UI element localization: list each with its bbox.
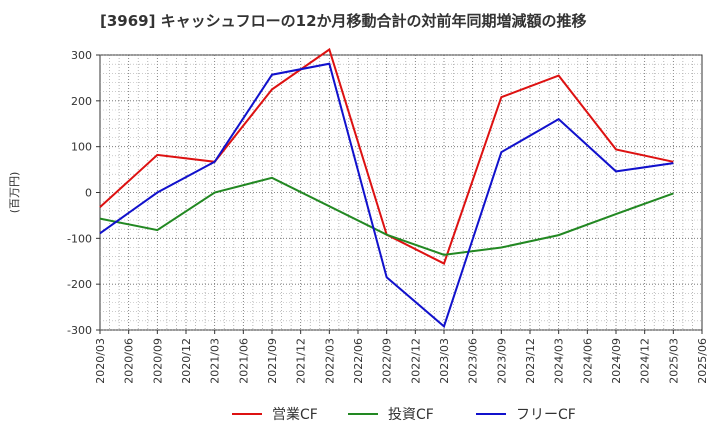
y-tick-label: 0 (85, 187, 92, 200)
x-tick-label: 2022/12 (409, 338, 422, 384)
y-axis-label: (百万円) (8, 172, 21, 214)
x-tick-label: 2024/12 (639, 338, 652, 384)
x-tick-label: 2025/03 (667, 338, 680, 384)
y-tick-label: 200 (71, 95, 92, 108)
x-tick-label: 2024/06 (581, 338, 594, 384)
x-tick-label: 2023/12 (524, 338, 537, 384)
x-tick-label: 2023/06 (467, 338, 480, 384)
y-tick-label: -300 (67, 324, 92, 337)
series-line-2 (99, 62, 674, 329)
x-tick-label: 2023/09 (495, 338, 508, 384)
x-tick-label: 2021/06 (237, 338, 250, 384)
legend-label-2: フリーCF (516, 407, 576, 423)
x-tick-label: 2021/12 (295, 338, 308, 384)
x-tick-label: 2021/09 (266, 338, 279, 384)
legend-label-0: 営業CF (272, 407, 318, 423)
y-tick-label: 300 (71, 49, 92, 62)
y-tick-label: -200 (67, 278, 92, 291)
x-tick-label: 2020/06 (123, 338, 136, 384)
x-tick-label: 2020/09 (151, 338, 164, 384)
y-tick-label: -100 (67, 232, 92, 245)
x-tick-label: 2022/09 (381, 338, 394, 384)
series-line-1 (99, 176, 674, 256)
x-tick-label: 2023/03 (438, 338, 451, 384)
x-tick-label: 2022/03 (323, 338, 336, 384)
chart-title: [3969] キャッシュフローの12か月移動合計の対前年同期増減額の推移 (100, 12, 587, 30)
x-tick-label: 2024/09 (610, 338, 623, 384)
x-tick-label: 2022/06 (352, 338, 365, 384)
x-tick-label: 2020/03 (94, 338, 107, 384)
x-tick-label: 2024/03 (553, 338, 566, 384)
legend-label-1: 投資CF (388, 407, 434, 423)
x-tick-label: 2021/03 (209, 338, 222, 384)
x-tick-label: 2025/06 (696, 338, 709, 384)
y-tick-label: 100 (71, 141, 92, 154)
x-tick-label: 2020/12 (180, 338, 193, 384)
